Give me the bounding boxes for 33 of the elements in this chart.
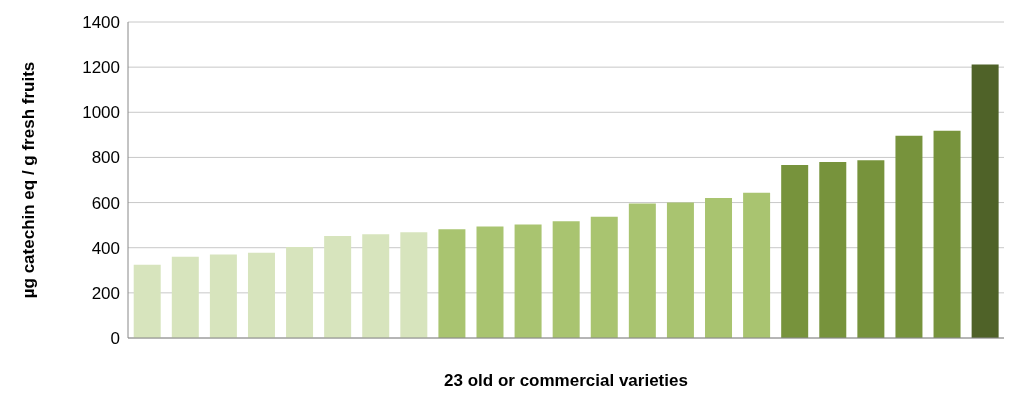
bar — [324, 235, 352, 338]
y-tick-label: 200 — [91, 283, 120, 303]
bar — [286, 247, 314, 338]
bar — [552, 221, 580, 338]
y-tick-label: 800 — [91, 148, 120, 168]
bar — [857, 160, 885, 338]
bar — [666, 202, 694, 338]
y-tick-label: 1000 — [82, 103, 120, 123]
y-tick-label: 0 — [110, 329, 120, 349]
bar — [438, 229, 466, 338]
bar — [590, 216, 618, 338]
y-tick-label: 400 — [91, 238, 120, 258]
bar — [514, 224, 542, 338]
y-axis-title: µg catechin eq / g fresh fruits — [19, 61, 39, 299]
bar — [171, 256, 199, 338]
bar — [209, 254, 237, 338]
bar — [476, 226, 504, 338]
bar — [362, 234, 390, 338]
bar — [971, 64, 999, 338]
y-tick-label: 1200 — [82, 58, 120, 78]
bar — [705, 198, 733, 338]
x-axis-title: 23 old or commercial varieties — [444, 371, 688, 390]
bar — [743, 192, 771, 338]
y-tick-label: 600 — [91, 193, 120, 213]
bar — [819, 161, 847, 338]
bar — [247, 252, 275, 338]
bar — [133, 264, 161, 338]
bar — [933, 130, 961, 338]
bar — [628, 203, 656, 338]
bar — [400, 232, 428, 338]
y-tick-label: 1400 — [82, 13, 120, 33]
bar — [781, 165, 809, 338]
bar — [895, 135, 923, 338]
